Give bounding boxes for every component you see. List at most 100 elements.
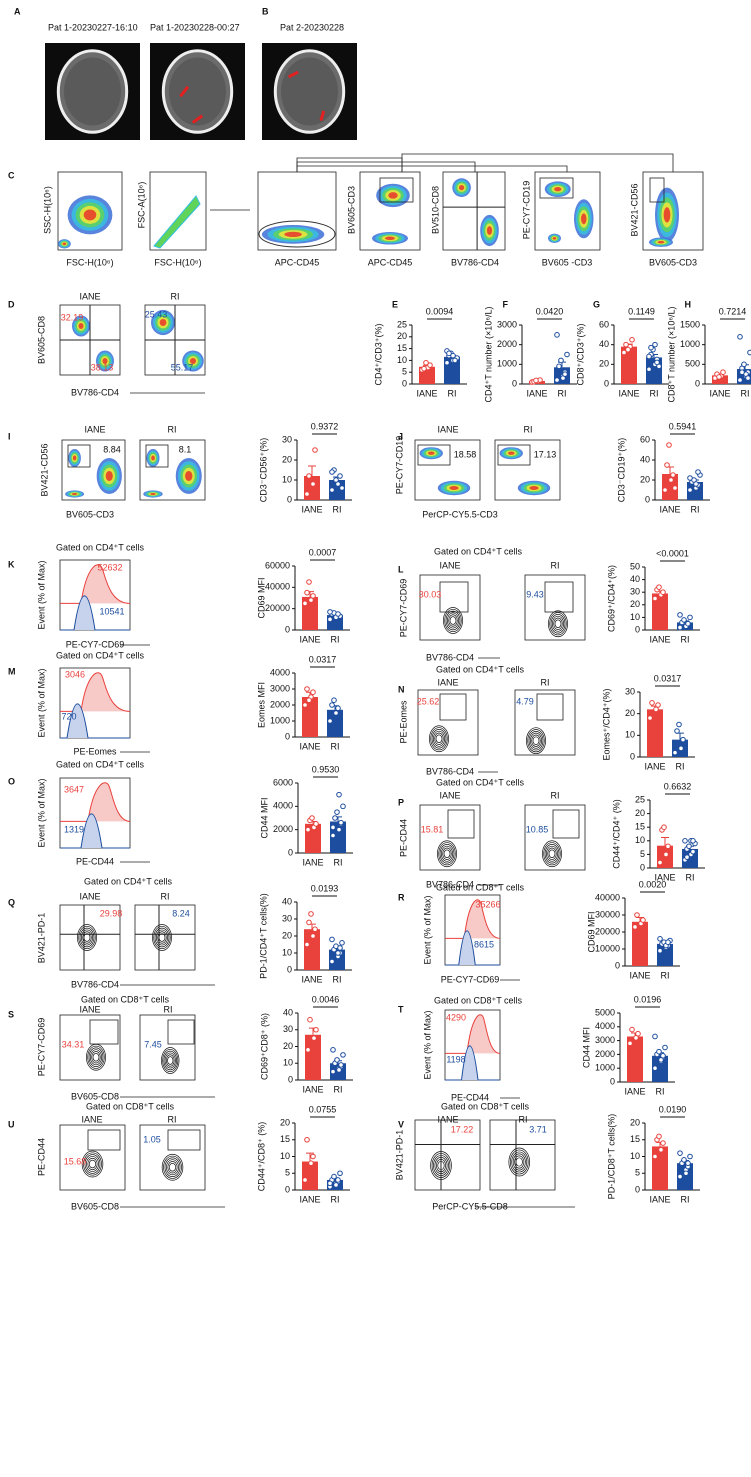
- panel-text: SSC-H(10⁶): [42, 186, 52, 234]
- p-value: 0.9530: [312, 764, 340, 774]
- contour: [448, 614, 458, 627]
- contour: [443, 607, 463, 634]
- data-point: [308, 597, 314, 603]
- plot-frame: [59, 1124, 126, 1191]
- data-point: [652, 1033, 658, 1040]
- y-tick-label: 5: [635, 1168, 640, 1178]
- data-point: [676, 721, 682, 728]
- panel-label: G: [593, 299, 600, 309]
- x-tick-label: IANE: [299, 741, 320, 751]
- panel-label: K: [8, 559, 15, 569]
- panel-text: RI: [164, 1004, 173, 1014]
- data-point: [737, 334, 743, 340]
- data-point: [672, 749, 678, 756]
- panel-text: IANE: [439, 790, 460, 800]
- bar: [305, 1034, 321, 1080]
- y-tick-label: 5: [402, 367, 407, 377]
- contour: [530, 732, 542, 749]
- data-point: [687, 614, 693, 621]
- contour: [514, 1155, 525, 1169]
- data-point: [634, 912, 640, 918]
- panel-text: 8615: [474, 939, 494, 949]
- density: [284, 231, 302, 238]
- contour: [156, 929, 168, 946]
- density: [663, 207, 671, 223]
- contour: [445, 610, 461, 631]
- data-point: [423, 359, 429, 366]
- data-point: [687, 475, 693, 481]
- data-point: [554, 332, 560, 338]
- plot-frame: [514, 689, 576, 756]
- contour: [81, 1150, 104, 1178]
- data-point: [335, 705, 341, 712]
- panel-text: IANE: [79, 1004, 100, 1014]
- panel-text: BV786-CD4: [451, 257, 499, 267]
- panel-text: RI: [541, 677, 550, 687]
- y-tick-label: 20: [282, 930, 292, 940]
- data-point: [684, 854, 690, 860]
- contour: [447, 612, 459, 629]
- p-value: 0.0046: [312, 994, 340, 1004]
- x-tick-label: IANE: [709, 388, 730, 398]
- data-point: [444, 359, 450, 366]
- panel-text: PE-CY7-CD19: [521, 181, 531, 240]
- plot-frame: [489, 1119, 556, 1191]
- plot-frame: [419, 804, 481, 871]
- data-point: [338, 1062, 344, 1068]
- density: [657, 240, 665, 244]
- panel-text: 17.13: [534, 449, 557, 459]
- plot-frame: [139, 1124, 206, 1191]
- histogram-blue: [60, 703, 130, 739]
- data-point: [657, 859, 663, 866]
- y-axis-label: CD8⁺T number (×10⁶/L): [666, 306, 676, 402]
- data-point: [678, 745, 684, 752]
- contour: [88, 1159, 97, 1169]
- data-point: [304, 491, 310, 497]
- data-point: [304, 941, 310, 948]
- y-axis-label: CD44⁺/CD8⁺ (%): [256, 1122, 266, 1192]
- panel-text: BV786-CD4: [426, 652, 474, 662]
- panel-text: IANE: [437, 677, 458, 687]
- panel-label: V: [398, 1119, 404, 1129]
- x-tick-label: IANE: [659, 504, 680, 514]
- data-point: [695, 469, 701, 475]
- data-point: [658, 1147, 664, 1153]
- x-tick-label: RI: [691, 504, 700, 514]
- p-value: 0.0193: [311, 883, 339, 893]
- x-tick-label: IANE: [416, 388, 437, 398]
- data-point: [670, 472, 676, 478]
- data-point: [336, 1067, 342, 1073]
- data-point: [663, 851, 669, 858]
- y-axis-label: CD4⁺/CD3⁺(%): [373, 323, 383, 385]
- panel-text: PE-Eomes: [398, 700, 408, 744]
- y-axis-label: Eomes MFI: [256, 682, 266, 728]
- contour: [441, 845, 453, 862]
- panel-text: PE-CD44: [451, 1092, 489, 1102]
- histogram-red: [60, 672, 131, 712]
- data-point: [336, 826, 342, 833]
- contour: [509, 1149, 529, 1175]
- y-tick-label: 2000: [497, 339, 517, 349]
- data-point: [562, 371, 568, 377]
- panel-text: Event (% of Max): [36, 560, 46, 629]
- data-point: [309, 815, 315, 821]
- y-axis-label: PD-1/CD4⁺T cells(%): [258, 893, 268, 979]
- y-tick-label: 30: [625, 686, 635, 696]
- histogram-red: [60, 564, 131, 604]
- data-point: [310, 481, 316, 487]
- y-tick-label: 1000: [270, 715, 290, 725]
- y-tick-label: 0: [645, 494, 650, 504]
- y-tick-label: 40: [599, 339, 609, 349]
- panel-text: FSC-A(10⁶): [136, 182, 146, 229]
- data-point: [660, 1140, 666, 1146]
- panel-text: BV786-CD4: [71, 979, 119, 989]
- gate: [258, 220, 336, 248]
- data-point: [339, 940, 345, 946]
- panel-text: 9.43: [526, 589, 544, 599]
- data-point: [690, 848, 696, 855]
- panel-label: T: [398, 1004, 404, 1014]
- density: [388, 192, 398, 199]
- data-point: [623, 341, 629, 348]
- panel-text: 35266: [475, 899, 500, 909]
- x-tick-label: RI: [686, 872, 695, 882]
